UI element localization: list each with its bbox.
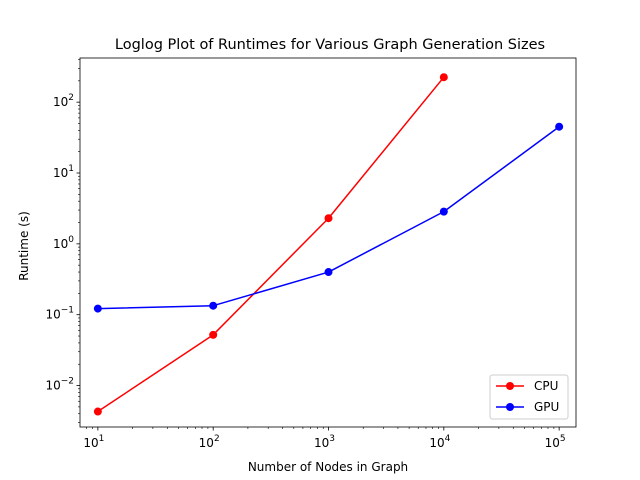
- y-tick-label-base: 10: [45, 308, 60, 322]
- cpu-data-point: [209, 330, 218, 339]
- cpu-data-point: [439, 73, 448, 82]
- plot-background: [80, 58, 576, 427]
- cpu-data-point: [93, 407, 102, 416]
- x-tick-label-base: 10: [314, 436, 329, 450]
- x-tick-label: 102: [199, 434, 220, 450]
- y-tick-label-base: 10: [53, 95, 68, 109]
- y-tick-label: 101: [53, 164, 74, 180]
- gpu-data-point: [439, 207, 448, 216]
- y-tick-label: 102: [53, 93, 74, 109]
- gpu-data-point: [324, 268, 333, 277]
- y-tick-label-base: 10: [45, 379, 60, 393]
- y-tick-label: 10−2: [45, 377, 74, 393]
- y-tick-label-base: 10: [53, 166, 68, 180]
- y-tick-label-base: 10: [53, 237, 68, 251]
- x-tick-label-exponent: 4: [445, 434, 451, 444]
- legend-cpu-marker: [506, 382, 514, 390]
- y-tick-label: 10−1: [45, 306, 74, 322]
- x-tick-label-base: 10: [199, 436, 214, 450]
- x-tick-label-exponent: 1: [99, 434, 105, 444]
- x-axis-label: Number of Nodes in Graph: [248, 460, 408, 474]
- x-tick-label-base: 10: [429, 436, 444, 450]
- x-tick-label-exponent: 5: [560, 434, 566, 444]
- gpu-data-point: [209, 301, 218, 310]
- y-tick-label-exponent: 1: [68, 164, 74, 174]
- x-tick-label: 101: [83, 434, 104, 450]
- x-tick-label-exponent: 3: [329, 434, 335, 444]
- series-layer: [93, 73, 564, 416]
- y-tick-label-exponent: 2: [68, 93, 74, 103]
- y-tick-label-exponent: −2: [61, 377, 74, 387]
- plot-area: [80, 58, 576, 427]
- x-tick-label-base: 10: [83, 436, 98, 450]
- cpu-series-line: [97, 76, 445, 413]
- y-tick-label: 100: [53, 235, 74, 251]
- y-tick-label-exponent: 0: [68, 235, 74, 245]
- cpu-data-point: [324, 214, 333, 223]
- legend-gpu-label: GPU: [534, 400, 559, 414]
- legend-cpu-label: CPU: [534, 379, 558, 393]
- y-axis-label: Runtime (s): [17, 211, 31, 281]
- y-tick-label-exponent: −1: [61, 306, 74, 316]
- gpu-data-point: [93, 304, 102, 313]
- legend-gpu-marker: [506, 403, 514, 411]
- chart-title: Loglog Plot of Runtimes for Various Grap…: [115, 37, 545, 53]
- x-tick-label: 105: [545, 434, 566, 450]
- gpu-data-point: [555, 122, 564, 131]
- legend: CPU GPU: [489, 374, 569, 420]
- x-tick-label: 103: [314, 434, 335, 450]
- x-tick-label: 104: [429, 434, 450, 450]
- x-tick-label-base: 10: [545, 436, 560, 450]
- axes-frame: [79, 57, 577, 428]
- x-tick-label-exponent: 2: [214, 434, 220, 444]
